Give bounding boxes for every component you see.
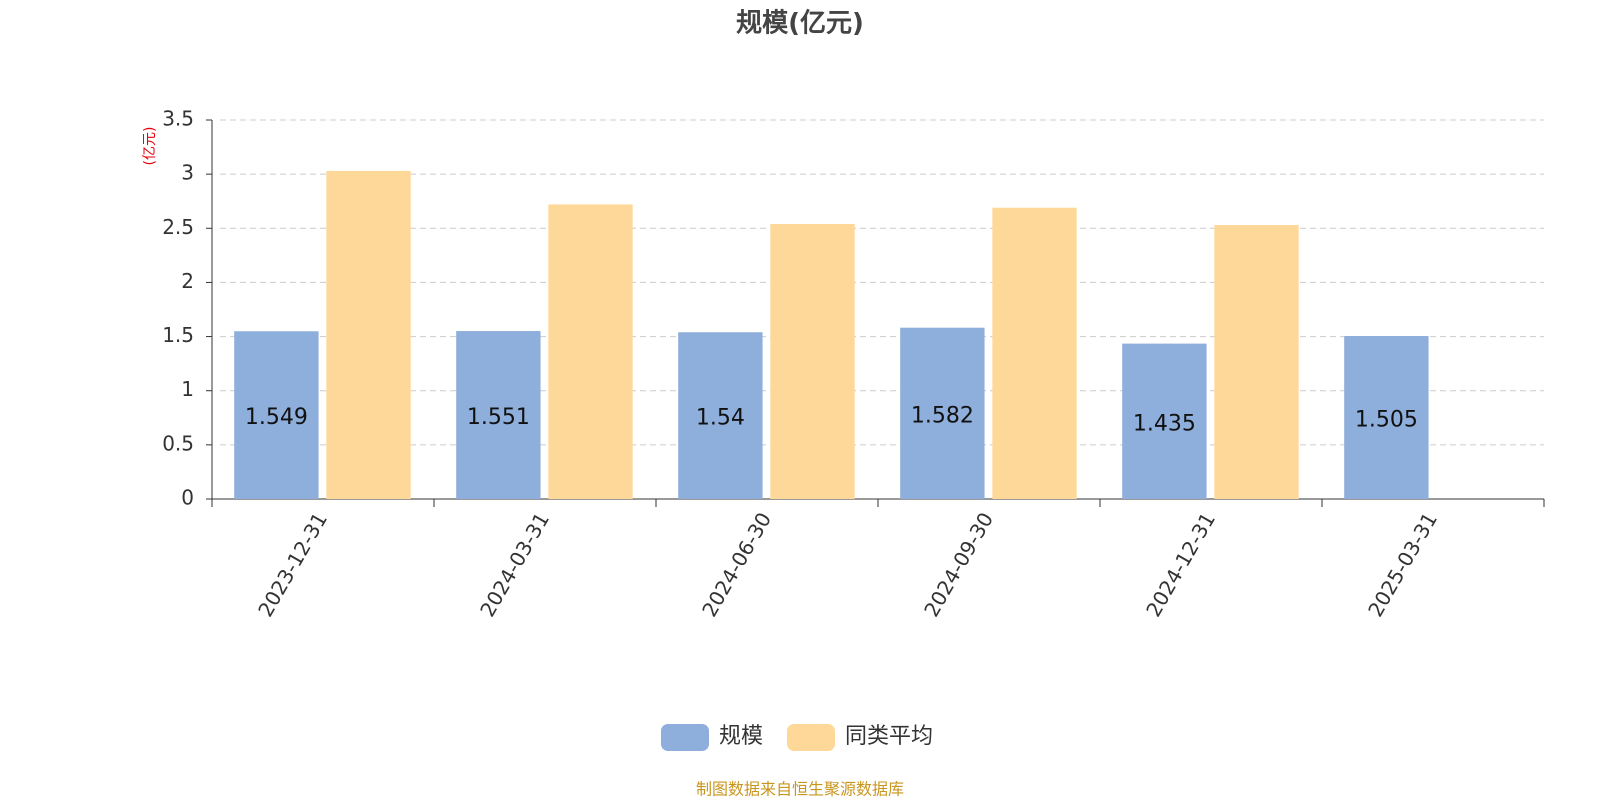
value-label: 1.505: [1355, 408, 1418, 433]
chart-title: 规模(亿元): [736, 9, 864, 39]
y-tick-label: 0.5: [162, 431, 194, 455]
x-tick-label: 2024-06-30: [697, 508, 776, 621]
x-tick-label: 2023-12-31: [253, 508, 332, 621]
value-label: 1.551: [467, 405, 530, 430]
y-tick-label: 2.5: [162, 215, 194, 239]
bar: [900, 327, 985, 499]
bar: [326, 170, 411, 499]
y-axis-label: (亿元): [142, 127, 158, 166]
y-tick-label: 3: [181, 161, 194, 185]
bar: [1214, 225, 1299, 499]
bar: [234, 331, 319, 499]
value-label: 1.549: [245, 405, 308, 430]
bar: [770, 223, 855, 499]
x-tick-label: 2024-12-31: [1141, 508, 1220, 621]
legend-swatch: [787, 724, 835, 751]
bar: [548, 204, 633, 499]
y-tick-label: 0: [181, 486, 194, 510]
x-tick-label: 2024-09-30: [919, 508, 998, 621]
bar: [1344, 336, 1429, 499]
bar: [678, 332, 763, 499]
y-tick-label: 3.5: [162, 107, 194, 131]
x-tick-label: 2025-03-31: [1363, 508, 1442, 621]
bar: [992, 207, 1077, 499]
source-note: 制图数据来自恒生聚源数据库: [696, 780, 904, 799]
value-label: 1.54: [696, 406, 745, 431]
legend-label: 同类平均: [845, 724, 933, 749]
legend-swatch: [661, 724, 709, 751]
y-tick-label: 1: [181, 377, 194, 401]
bar: [1122, 343, 1207, 499]
value-label: 1.582: [911, 403, 974, 428]
y-tick-label: 2: [181, 269, 194, 293]
value-label: 1.435: [1133, 411, 1196, 436]
legend-label: 规模: [719, 724, 763, 749]
bar: [456, 331, 541, 499]
y-tick-label: 1.5: [162, 323, 194, 347]
x-tick-label: 2024-03-31: [475, 508, 554, 621]
